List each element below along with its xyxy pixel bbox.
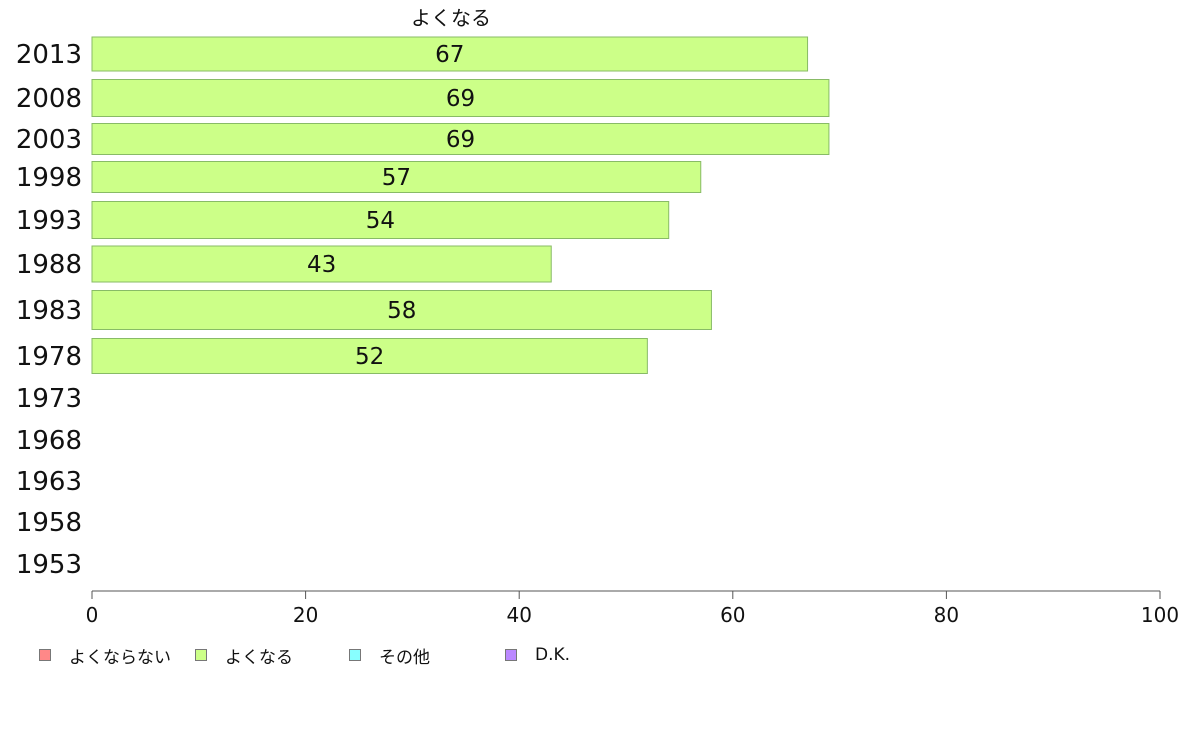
category-label: 1988 (16, 250, 82, 280)
series-title: よくなる (411, 6, 491, 30)
bar-value-label: 43 (307, 252, 336, 278)
legend-swatch (349, 649, 361, 661)
category-label: 1968 (16, 426, 82, 456)
legend-item: その他 (349, 644, 430, 668)
x-tick-label: 0 (86, 603, 99, 627)
x-tick-label: 100 (1141, 603, 1179, 627)
bar (91, 161, 702, 193)
legend-item: よくなる (195, 644, 293, 668)
bar (91, 123, 830, 155)
category-label: 1973 (16, 384, 82, 414)
legend-swatch (195, 649, 207, 661)
category-label: 1998 (16, 163, 82, 193)
legend-item: よくならない (39, 644, 171, 668)
bar-value-label: 69 (446, 127, 475, 153)
category-label: 2013 (16, 40, 82, 70)
bar (91, 338, 648, 374)
category-label: 1978 (16, 342, 82, 372)
x-tick-label: 60 (720, 603, 745, 627)
bar-value-label: 52 (355, 344, 384, 370)
category-label: 1953 (16, 550, 82, 580)
bar-value-label: 69 (446, 86, 475, 112)
bar (91, 36, 809, 72)
category-labels: 2013 2008 2003 1998 1993 1988 1983 1978 1973 1968… (16, 40, 82, 580)
category-label: 1963 (16, 467, 82, 497)
legend-label: よくならない (69, 647, 171, 668)
legend-label: よくなる (225, 647, 293, 668)
x-tick-label: 40 (506, 603, 531, 627)
category-label: 1993 (16, 206, 82, 236)
legend-label: D.K. (535, 645, 571, 665)
bar (91, 245, 552, 283)
legend-item: D.K. (505, 644, 570, 666)
legend-label: その他 (379, 647, 430, 668)
bar-value-label: 67 (435, 42, 464, 68)
x-tick-label: 80 (934, 603, 959, 627)
category-label: 1958 (16, 508, 82, 538)
x-tick-label: 20 (293, 603, 318, 627)
x-axis: 0 20 40 60 80 100 (86, 590, 1179, 627)
legend-swatch (505, 649, 517, 661)
bar (91, 79, 830, 117)
legend: よくならない よくなる その他 D.K. (39, 644, 659, 668)
bar-value-label: 58 (387, 298, 416, 324)
legend-swatch (39, 649, 51, 661)
category-label: 2003 (16, 125, 82, 155)
category-label: 2008 (16, 84, 82, 114)
bar-value-label: 54 (366, 208, 395, 234)
category-label: 1983 (16, 296, 82, 326)
bar-value-label: 57 (382, 165, 411, 191)
bar (91, 290, 712, 330)
bar (91, 201, 670, 239)
